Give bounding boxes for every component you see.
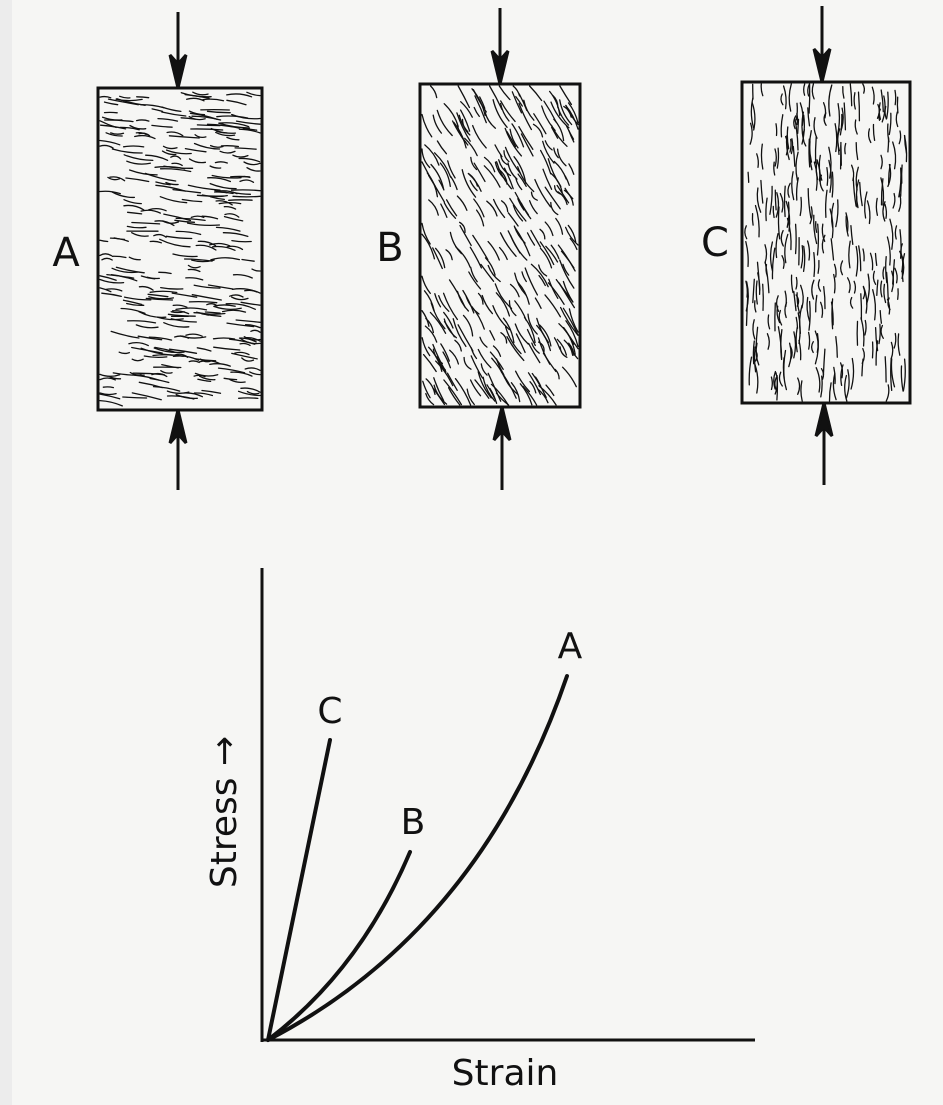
- y-axis-label: Stress →: [204, 736, 245, 888]
- specimen-label: A: [52, 230, 80, 276]
- fiber: [776, 124, 777, 136]
- curve-label: C: [317, 691, 342, 732]
- fiber: [797, 114, 798, 125]
- fiber: [809, 84, 810, 113]
- fiber: [815, 137, 816, 163]
- curve-label: B: [401, 802, 426, 843]
- fiber: [809, 139, 810, 167]
- fiber: [233, 196, 260, 197]
- curve-label: A: [558, 626, 583, 667]
- fiber: [785, 186, 786, 216]
- fiber: [861, 294, 862, 320]
- fiber: [901, 169, 902, 197]
- fiber: [796, 224, 797, 253]
- specimen-label: C: [701, 220, 729, 266]
- x-axis-label: Strain: [452, 1053, 559, 1094]
- specimen-label: B: [376, 225, 403, 271]
- fiber: [748, 172, 749, 182]
- fiber: [221, 146, 238, 147]
- fiber: [777, 376, 778, 400]
- paper: [12, 0, 943, 1105]
- fiber: [239, 398, 258, 399]
- fiber: [895, 90, 896, 104]
- fiber: [888, 138, 889, 152]
- fiber: [763, 284, 764, 310]
- figure: A B C C B A Stress → Strain: [0, 0, 943, 1105]
- fiber: [897, 97, 898, 113]
- fiber: [103, 387, 113, 388]
- fiber: [752, 214, 753, 226]
- fiber: [832, 172, 833, 197]
